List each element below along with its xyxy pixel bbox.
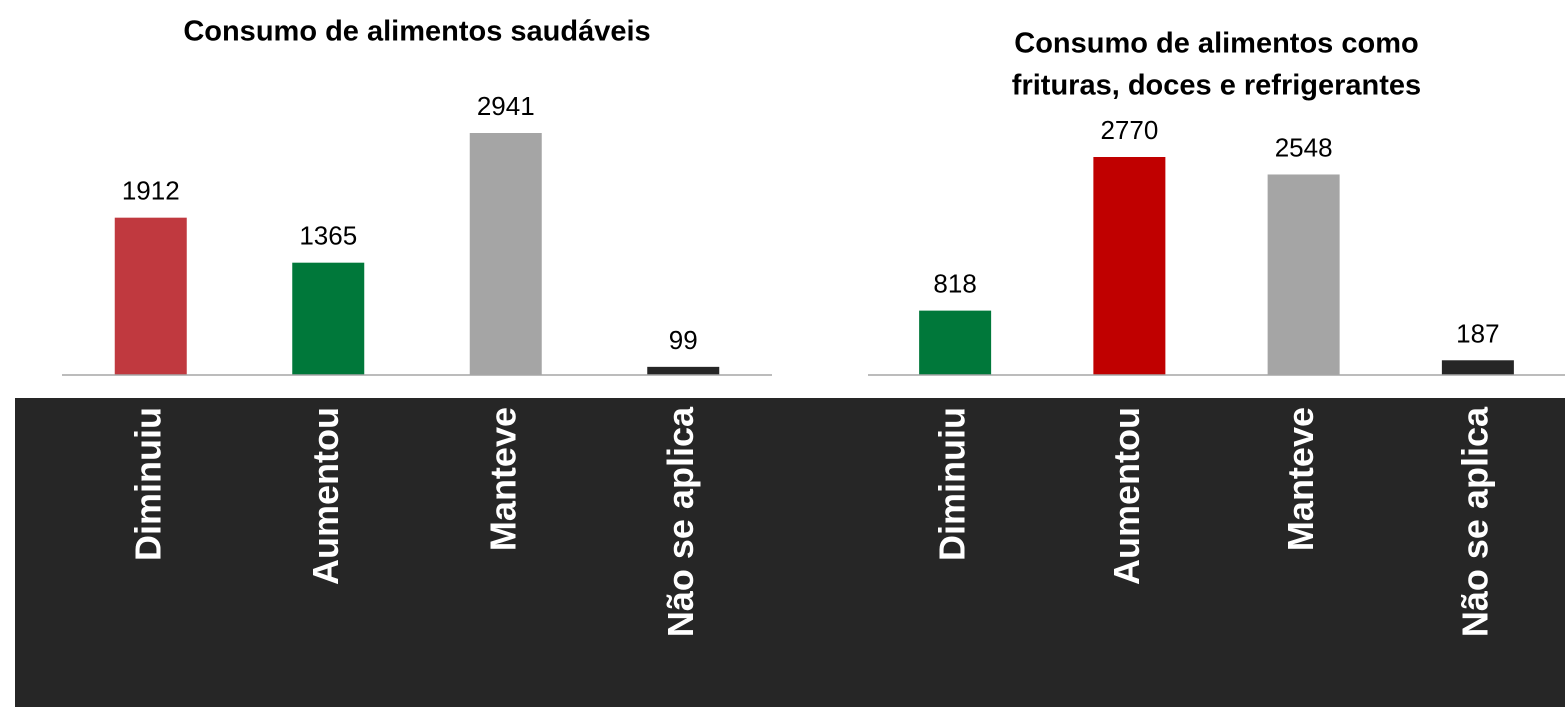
x-tick-label: Diminuiu [127,407,168,561]
bar [919,310,992,375]
bar [1441,360,1514,375]
value-label: 2770 [1100,115,1158,145]
bar [1093,157,1166,375]
x-tick-label: Manteve [482,407,523,551]
value-label: 1912 [122,176,180,206]
chart-title: frituras, doces e refrigerantes [1012,70,1421,102]
label-band [15,398,1565,707]
bar [114,217,187,375]
chart-title: Consumo de alimentos como [1014,28,1418,60]
bar [1267,174,1340,375]
x-tick-label: Aumentou [305,407,346,585]
x-tick-label: Não se aplica [660,406,701,637]
chart-title: Consumo de alimentos saudáveis [183,16,650,48]
bar [292,262,365,375]
value-label: 187 [1456,318,1499,348]
x-tick-label: Não se aplica [1454,406,1495,637]
bar [469,133,542,375]
x-tick-label: Diminuiu [932,407,973,561]
value-label: 1365 [299,221,357,251]
x-tick-label: Aumentou [1106,407,1147,585]
x-tick-label: Manteve [1280,407,1321,551]
value-label: 818 [933,269,976,299]
value-label: 99 [669,325,698,355]
value-label: 2548 [1275,132,1333,162]
bar [647,366,720,375]
value-label: 2941 [477,91,535,121]
